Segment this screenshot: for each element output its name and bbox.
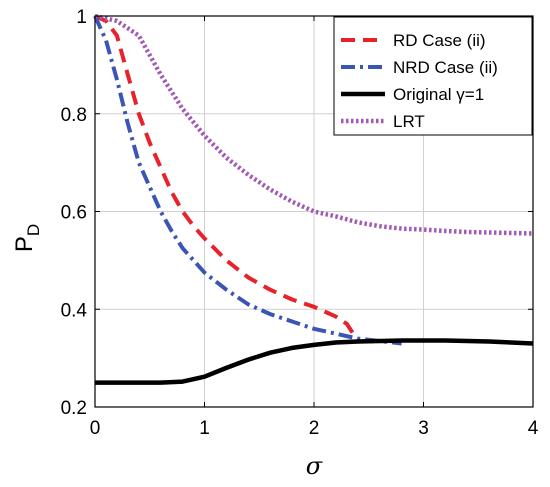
y-axis-label-sub: D (24, 224, 43, 236)
series-line-1 (93, 15, 402, 346)
x-tick-label: 1 (199, 418, 210, 439)
series-layer (93, 13, 534, 385)
legend-box (333, 16, 533, 136)
y-tick-label: 0.2 (61, 398, 87, 419)
y-tick-label: 0.8 (61, 105, 87, 126)
series-line-3 (94, 13, 534, 236)
legend-label-1: NRD Case (ii) (393, 58, 498, 77)
ticks: 0 1 2 3 4 0.2 0.4 0.6 0.8 1 (61, 7, 539, 439)
x-tick-label: 0 (90, 418, 101, 439)
legend-label-0: RD Case (ii) (393, 31, 486, 50)
x-tick-label: 4 (528, 418, 539, 439)
y-axis-label-main: P (11, 236, 38, 252)
y-axis-label: PD (11, 224, 43, 252)
x-tick-label: 2 (309, 418, 320, 439)
series-line-0 (94, 14, 360, 343)
legend-label-3: LRT (393, 112, 425, 131)
y-tick-label: 0.6 (61, 203, 87, 224)
x-tick-label: 3 (418, 418, 429, 439)
series-line-2 (95, 338, 534, 385)
x-axis-label: σ (306, 452, 323, 480)
legend-label-2: Original γ=1 (393, 85, 484, 104)
y-tick-label: 1 (76, 7, 87, 28)
legend: RD Case (ii) NRD Case (ii) Original γ=1 LRT (333, 16, 533, 136)
y-tick-label: 0.4 (61, 300, 88, 321)
